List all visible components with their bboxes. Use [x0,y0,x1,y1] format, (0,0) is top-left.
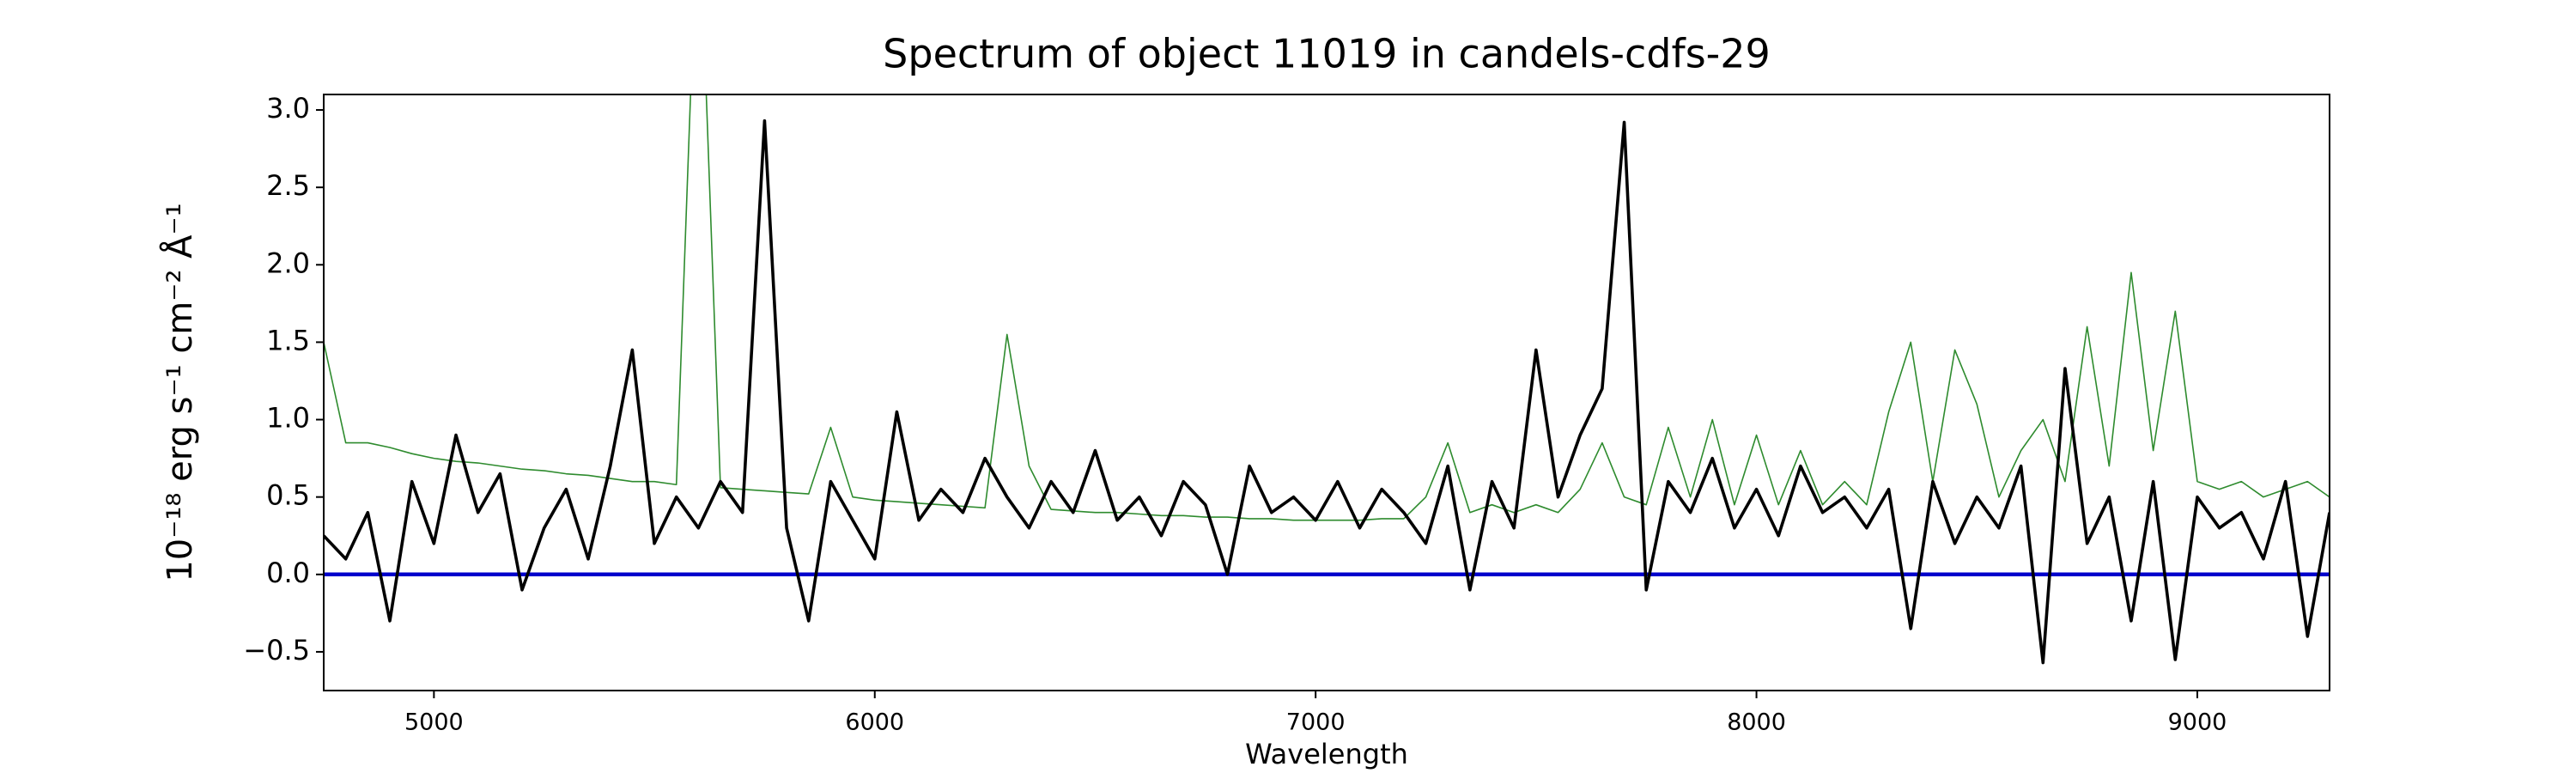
y-tick-label: 2.0 [266,247,310,279]
x-tick-label: 5000 [404,709,464,736]
x-tick-label: 7000 [1286,709,1346,736]
chart-title: Spectrum of object 11019 in candels-cdfs… [883,31,1771,77]
x-tick-label: 6000 [845,709,904,736]
y-tick-label: 1.0 [266,402,310,435]
y-axis-label: 10⁻¹⁸ erg s⁻¹ cm⁻² Å⁻¹ [159,203,200,581]
y-tick-label: 2.5 [266,169,310,202]
x-tick-label: 9000 [2168,709,2227,736]
x-axis-label: Wavelength [1245,738,1408,770]
y-tick-label: 1.5 [266,324,310,356]
spectrum-line [324,119,2330,665]
spectrum-line [324,94,2330,521]
x-tick-label: 8000 [1727,709,1786,736]
y-tick-label: −0.5 [243,634,310,666]
plot-area [324,94,2330,665]
y-tick-label: 3.0 [266,92,310,125]
axes-frame [323,94,2330,691]
y-tick-label: 0.0 [266,557,310,589]
y-tick-label: 0.5 [266,479,310,512]
